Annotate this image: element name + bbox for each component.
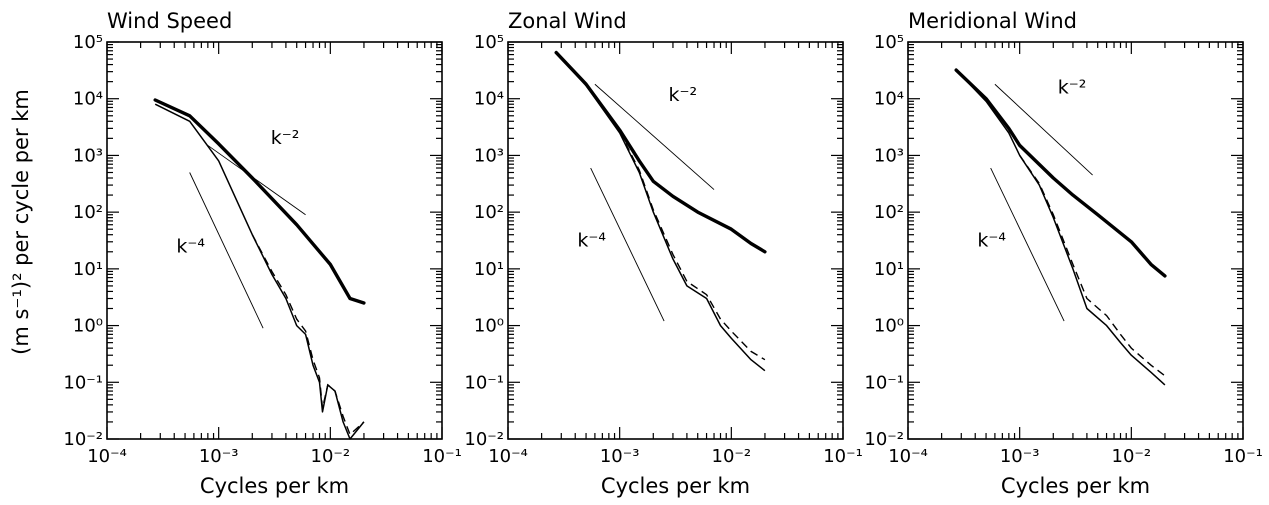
series-line-thin — [955, 69, 1166, 386]
series-line-dashed — [251, 234, 365, 436]
y-tick-label: 10⁻¹ — [63, 372, 103, 393]
chart-panel-1: Wind Speed 10⁻⁴ 10⁻³ 10⁻² 10⁻¹ 10⁻² 10⁻¹ 10⁰ 10¹… — [63, 9, 461, 498]
y-tick-label: 10² — [874, 202, 904, 223]
x-axis-label: Cycles per km — [1001, 474, 1150, 498]
y-tick-label: 10¹ — [474, 259, 504, 280]
y-tick-label: 10⁵ — [474, 32, 504, 53]
x-tick-label: 10⁻² — [311, 446, 351, 467]
y-tick-label: 10⁻² — [63, 429, 103, 450]
y-tick-label: 10⁵ — [874, 32, 904, 53]
series-line-thin — [154, 103, 365, 440]
chart-panel-2: Zonal Wind 10⁻⁴ 10⁻³ 10⁻² 10⁻¹ 10⁻² 10⁻¹ 10⁰ 10¹… — [464, 9, 862, 498]
reference-line-label: k⁻⁴ — [176, 235, 205, 257]
x-tick-label: 10⁻³ — [600, 446, 640, 467]
series-line-thick — [554, 50, 767, 254]
y-tick-label: 10⁵ — [73, 32, 103, 53]
panel-title: Meridional Wind — [908, 9, 1077, 33]
x-axis-label: Cycles per km — [200, 474, 349, 498]
y-tick-label: 10⁻² — [864, 429, 904, 450]
reference-line-k-4 — [189, 172, 264, 329]
reference-line-k-2 — [994, 83, 1093, 176]
reference-line-label: k⁻⁴ — [977, 230, 1006, 252]
reference-line-label: k⁻² — [271, 127, 300, 149]
chart-panel-3: Meridional Wind 10⁻⁴ 10⁻³ 10⁻² 10⁻¹ 10⁻² 10⁻¹ 1… — [864, 9, 1262, 498]
reference-line-k-2 — [207, 145, 306, 216]
reference-line-k-2 — [594, 83, 715, 190]
series-line-dashed — [1019, 154, 1166, 377]
reference-line-k-4 — [590, 167, 665, 322]
reference-line-label: k⁻⁴ — [577, 230, 606, 252]
y-tick-label: 10² — [73, 202, 103, 223]
y-tick-label: 10⁰ — [474, 316, 504, 337]
y-tick-label: 10⁻² — [464, 429, 504, 450]
x-tick-label: 10⁻¹ — [823, 446, 863, 467]
plot-frame — [907, 41, 1244, 440]
reference-line-label: k⁻² — [668, 84, 697, 106]
series-line-thin — [555, 52, 766, 372]
x-tick-label: 10⁻³ — [199, 446, 239, 467]
y-tick-label: 10⁴ — [874, 89, 904, 110]
y-tick-label: 10⁰ — [874, 316, 904, 337]
x-tick-label: 10⁻⁴ — [888, 446, 928, 467]
y-tick-label: 10³ — [874, 145, 904, 166]
y-tick-label: 10⁻¹ — [864, 372, 904, 393]
x-tick-label: 10⁻³ — [1000, 446, 1040, 467]
x-tick-label: 10⁻¹ — [1223, 446, 1263, 467]
panel-title: Zonal Wind — [508, 9, 627, 33]
series-line-thick — [954, 68, 1167, 278]
x-tick-label: 10⁻² — [1112, 446, 1152, 467]
x-axis-label: Cycles per km — [601, 474, 750, 498]
plot-frame — [106, 41, 443, 440]
reference-line-k-4 — [990, 167, 1065, 322]
y-tick-label: 10¹ — [874, 259, 904, 280]
y-tick-label: 10² — [474, 202, 504, 223]
y-tick-label: 10⁴ — [73, 89, 103, 110]
y-tick-label: 10³ — [73, 145, 103, 166]
y-tick-label: 10¹ — [73, 259, 103, 280]
plot-frame — [507, 41, 844, 440]
y-tick-label: 10³ — [474, 145, 504, 166]
x-tick-label: 10⁻¹ — [422, 446, 462, 467]
series-line-dashed — [619, 131, 766, 361]
y-axis-label: (m s⁻¹)² per cycle per km — [9, 89, 33, 355]
reference-line-label: k⁻² — [1058, 77, 1087, 99]
x-tick-label: 10⁻⁴ — [488, 446, 528, 467]
panel-title: Wind Speed — [107, 9, 232, 33]
y-tick-label: 10⁻¹ — [464, 372, 504, 393]
x-tick-label: 10⁻² — [712, 446, 752, 467]
series-line-thick — [153, 98, 366, 305]
y-tick-label: 10⁴ — [474, 89, 504, 110]
x-tick-label: 10⁻⁴ — [87, 446, 127, 467]
y-tick-label: 10⁰ — [73, 316, 103, 337]
